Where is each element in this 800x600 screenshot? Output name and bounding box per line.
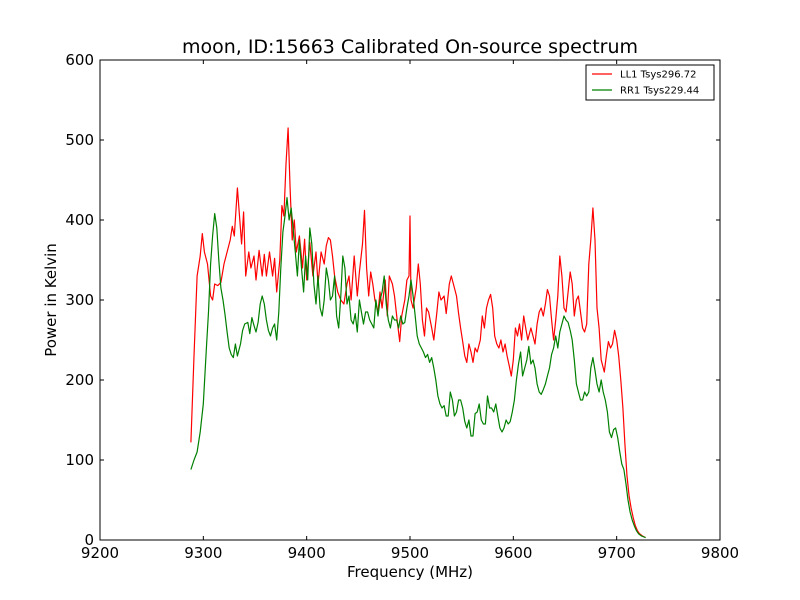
x-tick-label: 9300	[184, 544, 222, 562]
y-tick-label: 200	[65, 371, 94, 389]
y-tick-label: 100	[65, 451, 94, 469]
x-axis-label: Frequency (MHz)	[347, 563, 473, 581]
y-tick-label: 600	[65, 51, 94, 69]
legend: LL1 Tsys296.72 RR1 Tsys229.44	[585, 64, 715, 101]
y-tick-label: 300	[65, 291, 94, 309]
x-tick-label: 9500	[391, 544, 429, 562]
y-axis-label: Power in Kelvin	[42, 243, 60, 357]
x-tick-label: 9700	[598, 544, 636, 562]
x-tick-label: 9400	[288, 544, 326, 562]
legend-box	[585, 64, 715, 101]
legend-label-ll1: LL1 Tsys296.72	[620, 70, 696, 81]
x-tick-label: 9600	[494, 544, 532, 562]
series-line-rr1	[190, 197, 646, 539]
x-tick-label: 9200	[81, 544, 119, 562]
y-tick-label: 400	[65, 211, 94, 229]
y-tick-label: 0	[84, 531, 94, 549]
y-tick-label: 500	[65, 131, 94, 149]
legend-label-rr1: RR1 Tsys229.44	[620, 86, 699, 97]
chart-title: moon, ID:15663 Calibrated On-source spec…	[182, 36, 638, 58]
plot-series	[190, 127, 646, 539]
x-axis-ticks: 9200 9300 9400 9500 9600 9700 9800	[81, 60, 739, 562]
x-tick-label: 9800	[701, 544, 739, 562]
y-axis-ticks: 0 100 200 300 400 500 600	[65, 51, 720, 549]
series-line-ll1	[190, 127, 646, 539]
